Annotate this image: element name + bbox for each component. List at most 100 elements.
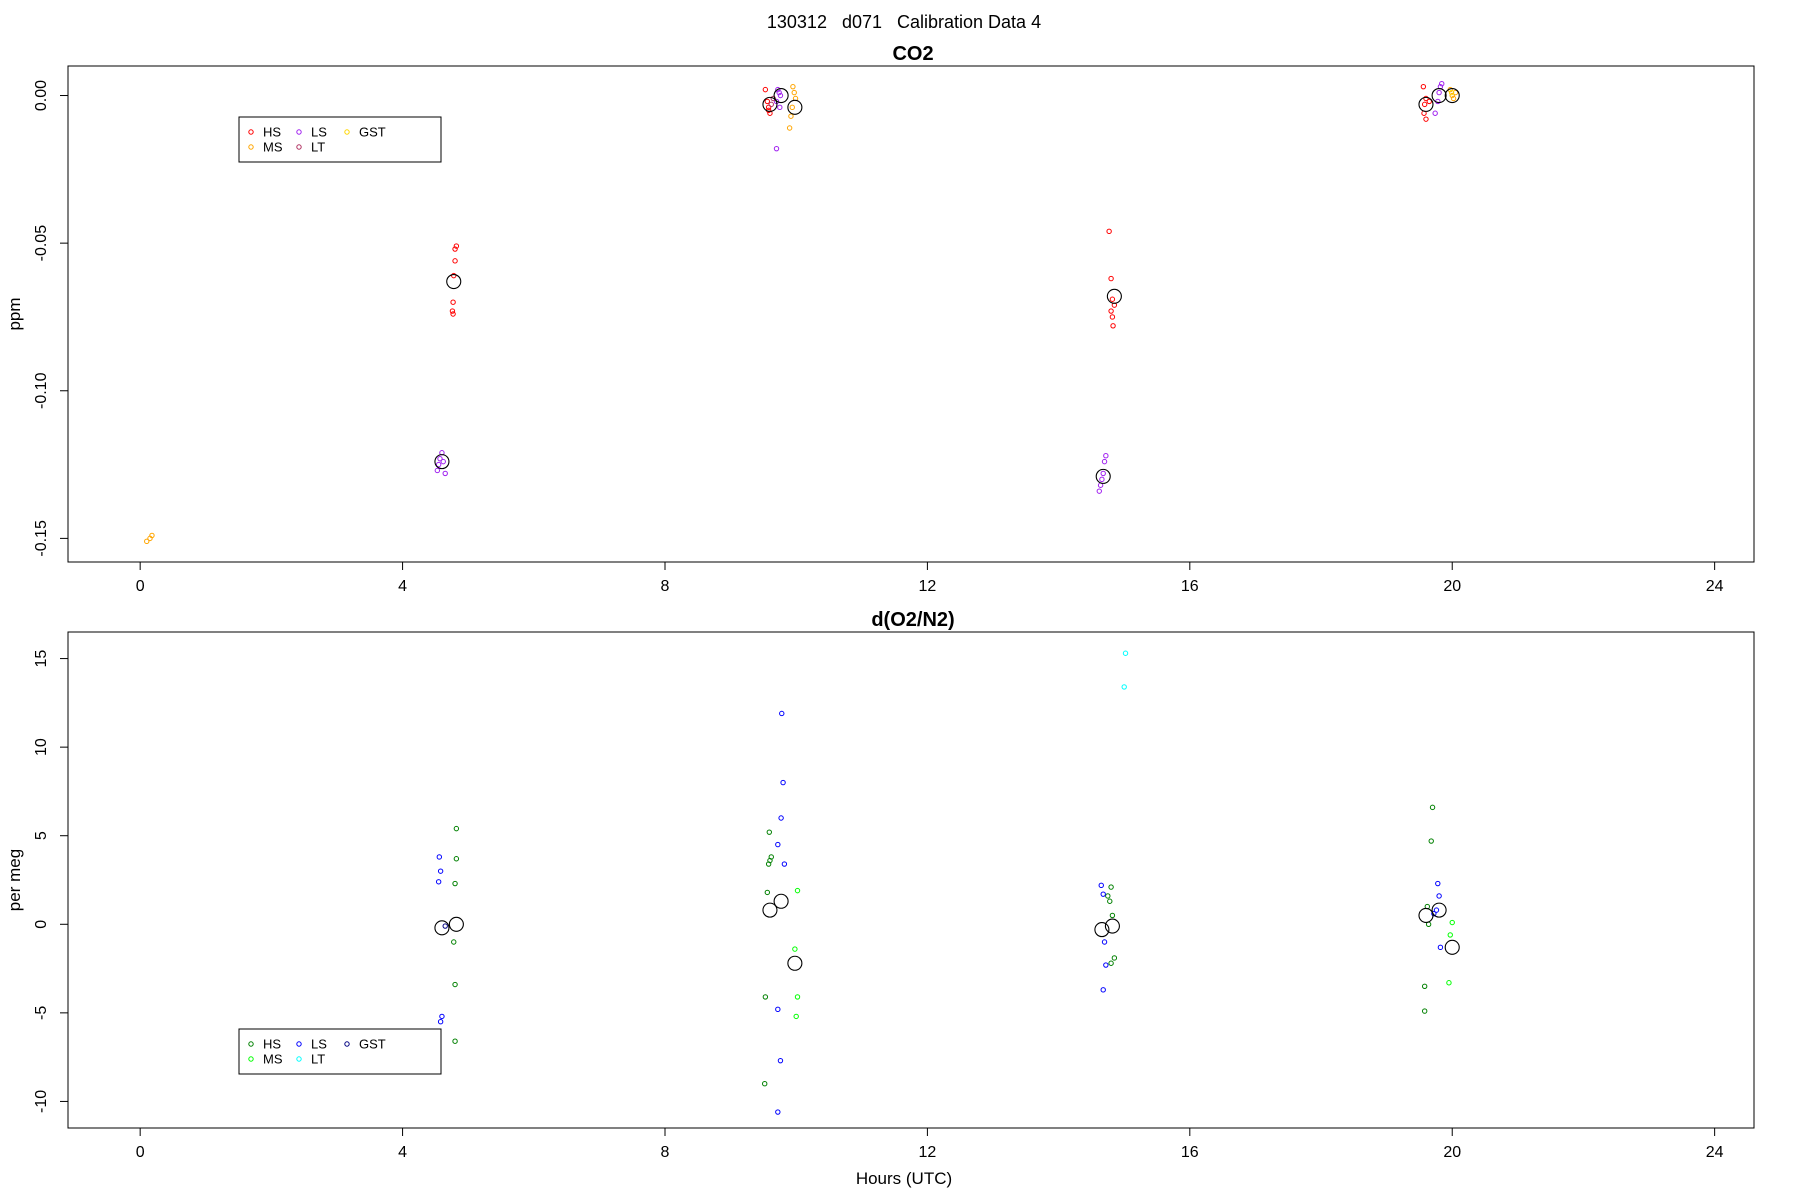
- o2n2-x-tick-label: 20: [1443, 1144, 1461, 1161]
- co2-x-tick-label: 0: [136, 578, 145, 595]
- o2n2-point-ls: [779, 710, 785, 717]
- co2-point-ms: [790, 83, 796, 90]
- o2n2-point-hs: [452, 981, 458, 988]
- o2n2-legend-label: LS: [311, 1037, 327, 1052]
- co2-point-hs: [1423, 95, 1429, 102]
- o2n2-point-ls: [775, 1006, 781, 1013]
- o2n2-x-tick-label: 0: [136, 1144, 145, 1161]
- o2n2-mean-point: [1418, 907, 1434, 923]
- o2n2-x-tick-label: 24: [1706, 1144, 1724, 1161]
- co2-point-ls: [1096, 488, 1102, 494]
- o2n2-legend-marker: [248, 1041, 254, 1047]
- o2n2-legend-label: LT: [311, 1052, 325, 1067]
- figure-suptitle: 130312 d071 Calibration Data 4: [767, 12, 1041, 32]
- o2n2-point-lt: [1122, 650, 1129, 656]
- o2n2-mean-point: [1444, 939, 1460, 955]
- co2-legend-label: LT: [311, 140, 325, 155]
- co2-mean-point: [1095, 468, 1111, 484]
- co2-point-ls: [1439, 81, 1445, 87]
- o2n2-point-hs: [1108, 884, 1114, 890]
- co2-x-tick-label: 12: [919, 578, 937, 595]
- co2-point-ms: [786, 125, 793, 131]
- o2n2-point-ls: [781, 861, 788, 867]
- o2n2-point-ls: [1437, 944, 1444, 951]
- o2n2-legend-marker: [344, 1041, 350, 1047]
- co2-mean-point: [1431, 87, 1447, 104]
- o2n2-point-ls: [437, 1019, 444, 1025]
- co2-point-hs: [1108, 275, 1114, 282]
- o2n2-point-hs: [451, 939, 457, 945]
- o2n2-point-hs: [1111, 955, 1118, 961]
- o2n2-x-tick-label: 8: [661, 1144, 670, 1161]
- co2-y-tick-label: -0.05: [33, 225, 50, 262]
- o2n2-mean-point: [762, 902, 778, 918]
- co2-point-ls: [435, 461, 442, 468]
- co2-legend-label: GST: [359, 125, 386, 140]
- o2n2-mean-point: [1104, 918, 1120, 934]
- co2-point-hs: [1109, 296, 1116, 302]
- co2-point-hs: [1106, 228, 1112, 235]
- co2-mean-point: [434, 454, 450, 470]
- o2n2-point-ms: [1449, 919, 1455, 926]
- co2-x-tick-label: 4: [398, 578, 407, 595]
- co2-point-lt: [770, 95, 776, 102]
- o2n2-mean-point: [448, 916, 464, 932]
- o2n2-y-tick-label: -5: [33, 1006, 50, 1020]
- o2n2-point-ls: [1433, 907, 1440, 913]
- co2-point-ls: [440, 458, 446, 465]
- co2-point-hs: [450, 299, 456, 305]
- co2-panel: CO2 0 4 8 12 16 20 24 0.00 -0.05 -0.10 -0.15 ppm HSMS…: [5, 43, 1755, 595]
- o2n2-point-ms: [794, 887, 801, 894]
- co2-x-tick-label: 20: [1443, 578, 1461, 595]
- co2-point-hs: [450, 311, 456, 317]
- o2n2-point-hs: [1107, 898, 1113, 904]
- o2n2-point-hs: [764, 889, 771, 896]
- co2-point-ms: [1450, 95, 1457, 102]
- o2n2-plot-frame: [67, 631, 1755, 1129]
- co2-point-ls: [773, 145, 780, 152]
- co2-point-hs: [453, 243, 460, 249]
- co2-point-ms: [788, 113, 794, 119]
- co2-point-hs: [1108, 308, 1114, 314]
- co2-mean-point: [773, 87, 789, 104]
- o2n2-point-ms: [793, 1013, 799, 1020]
- co2-point-ls: [775, 86, 781, 93]
- co2-point-hs: [762, 86, 769, 93]
- o2n2-point-ms: [794, 994, 801, 1000]
- o2n2-point-ls: [1098, 882, 1104, 889]
- co2-plot-frame: [67, 65, 1755, 563]
- o2n2-point-hs: [762, 994, 769, 1000]
- co2-mean-point: [1106, 288, 1122, 304]
- o2n2-point-ls: [780, 779, 786, 786]
- co2-legend-label: LS: [311, 125, 327, 140]
- co2-mean-point: [1444, 87, 1460, 104]
- co2-point-ls: [1100, 470, 1106, 477]
- o2n2-point-hs: [1421, 1008, 1428, 1014]
- o2n2-y-tick-label: 5: [33, 831, 50, 840]
- o2n2-point-ls: [1101, 939, 1108, 945]
- o2n2-point-hs: [453, 825, 460, 832]
- o2n2-x-tick-label: 16: [1181, 1144, 1199, 1161]
- o2n2-mean-point: [434, 920, 450, 936]
- o2n2-point-ls: [777, 1057, 784, 1064]
- co2-point-hs: [451, 272, 457, 279]
- co2-legend-marker: [344, 129, 350, 135]
- co2-point-ls: [777, 104, 783, 111]
- co2-legend-marker: [296, 144, 302, 150]
- co2-title: CO2: [892, 43, 933, 65]
- o2n2-point-hs: [762, 1081, 768, 1087]
- o2n2-point-gst: [442, 923, 448, 929]
- o2n2-mean-point: [1094, 922, 1110, 938]
- o2n2-y-tick-label: 15: [33, 650, 50, 668]
- o2n2-point-ls: [1100, 891, 1106, 897]
- co2-point-ms: [144, 538, 150, 545]
- o2n2-point-hs: [452, 1038, 458, 1044]
- co2-point-ls: [777, 92, 784, 99]
- o2n2-point-ls: [775, 841, 781, 848]
- o2n2-x-tick-label: 4: [398, 1144, 407, 1161]
- co2-point-hs: [1110, 323, 1116, 329]
- co2-legend-marker: [296, 129, 302, 135]
- co2-point-lt: [768, 101, 774, 108]
- co2-mean-point: [446, 273, 462, 290]
- co2-point-hs: [449, 308, 456, 314]
